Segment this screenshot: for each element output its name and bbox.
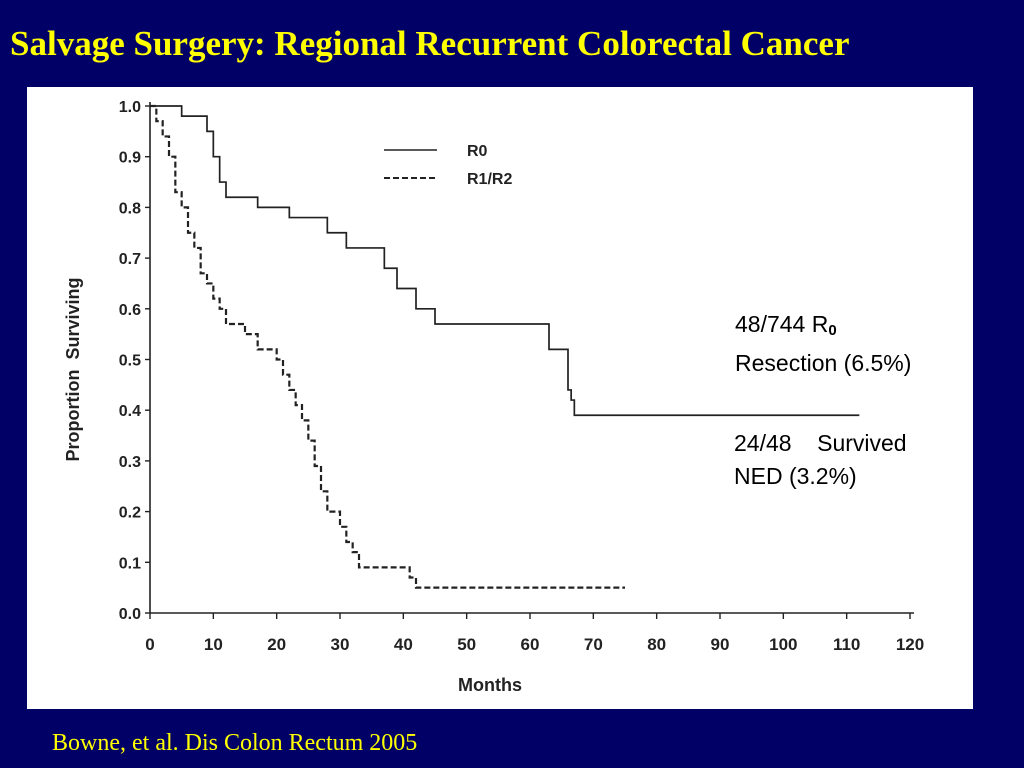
legend-label-r1-r2: R1/R2 [467, 171, 512, 188]
annotation-r0-line1: 48/744 R [735, 311, 829, 337]
slide-title: Salvage Surgery: Regional Recurrent Colo… [10, 24, 850, 63]
x-tick-label: 120 [896, 635, 924, 654]
annotation-r0-resection: 48/744 R0 Resection (6.5%) [735, 308, 911, 380]
chart-panel: 0.0 0.1 0.2 0.3 0.4 0.5 0.6 0.7 0.8 0.9 1.0 0 10 20 30… [27, 87, 973, 709]
y-axis-label: Proportion Surviving [63, 277, 83, 461]
series-line-r1-r2 [150, 104, 625, 589]
x-tick-label: 40 [394, 635, 413, 654]
y-tick-label: 0.6 [119, 302, 141, 319]
annotation-r0-line2: Resection (6.5%) [735, 350, 912, 376]
y-tick-label: 0.5 [119, 353, 141, 370]
annotation-r0-subscript: 0 [828, 322, 837, 339]
y-tick-label: 1.0 [119, 99, 141, 116]
x-tick-label: 50 [457, 635, 476, 654]
x-tick-label: 0 [145, 635, 154, 654]
y-tick-label: 0.7 [119, 251, 141, 268]
x-tick-label: 90 [711, 635, 730, 654]
citation: Bowne, et al. Dis Colon Rectum 2005 [52, 730, 418, 756]
y-tick-label: 0.0 [119, 606, 141, 623]
annotation-ned-line2: NED (3.2%) [734, 463, 857, 489]
x-tick-label: 100 [769, 635, 797, 654]
annotation-survived-ned: 24/48 Survived NED (3.2%) [734, 427, 907, 493]
annotation-ned-line1: 24/48 Survived [734, 430, 907, 456]
x-tick-label: 20 [267, 635, 286, 654]
x-tick-label: 110 [833, 635, 860, 654]
legend-label-r0: R0 [467, 143, 488, 160]
y-tick-label: 0.8 [119, 200, 141, 217]
y-tick-label: 0.4 [119, 403, 141, 420]
x-tick-label: 70 [584, 635, 603, 654]
y-tick-label: 0.2 [119, 505, 141, 522]
x-tick-label: 30 [331, 635, 350, 654]
x-axis-label: Months [458, 675, 522, 695]
series-line-r0 [150, 105, 860, 417]
x-tick-label: 10 [204, 635, 223, 654]
x-tick-label: 80 [647, 635, 666, 654]
survival-chart: 0.0 0.1 0.2 0.3 0.4 0.5 0.6 0.7 0.8 0.9 1.0 0 10 20 30… [63, 99, 924, 695]
y-tick-label: 0.3 [119, 454, 141, 471]
x-tick-label: 60 [521, 635, 540, 654]
y-tick-label: 0.1 [119, 555, 141, 572]
y-tick-label: 0.9 [119, 150, 141, 167]
